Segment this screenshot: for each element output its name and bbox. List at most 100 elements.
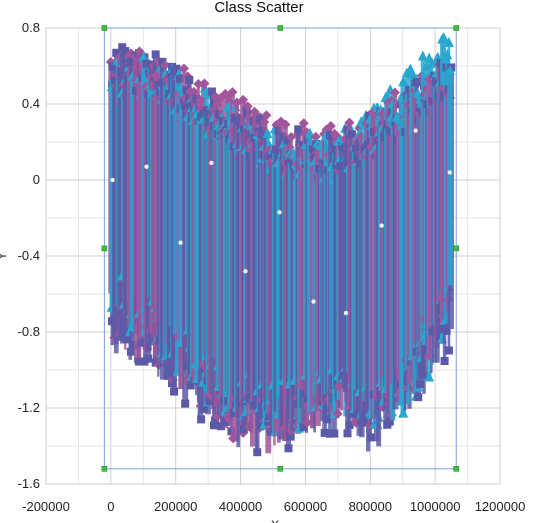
data-point-marker [310, 131, 321, 142]
data-point-marker [278, 132, 287, 141]
data-point-marker [294, 125, 303, 134]
data-point-marker [158, 57, 167, 66]
y-tick-label: 0 [33, 172, 40, 187]
data-point-marker [298, 118, 309, 129]
data-point-marker [134, 357, 143, 366]
data-point-marker [331, 144, 340, 153]
data-point-marker [389, 87, 400, 98]
y-tick-label: 0.4 [22, 96, 40, 111]
data-series [105, 32, 456, 457]
data-point-marker [347, 130, 356, 139]
data-point-marker [192, 94, 201, 103]
data-point-marker [325, 121, 336, 132]
x-tick-label: 600000 [284, 499, 327, 514]
y-tick-label: -1.2 [18, 400, 40, 415]
series-streak [213, 96, 218, 407]
data-point-marker [416, 380, 425, 389]
series-streak [298, 145, 304, 385]
series-streak [427, 78, 433, 357]
series-streak [275, 162, 281, 414]
x-tick-label: 400000 [219, 499, 262, 514]
data-point-marker [229, 408, 238, 417]
data-point-marker [284, 444, 293, 453]
resize-handle[interactable] [277, 465, 284, 472]
data-point-marker [344, 117, 355, 128]
data-point-marker [160, 60, 171, 71]
selection-box[interactable] [101, 25, 460, 472]
resize-handle[interactable] [101, 465, 108, 472]
x-tick-label: 800000 [349, 499, 392, 514]
data-point-marker [151, 358, 160, 367]
data-point-marker [178, 63, 189, 74]
resize-handle[interactable] [101, 245, 108, 252]
data-point-marker [227, 87, 238, 98]
data-point-marker [188, 86, 199, 97]
x-tick-label: 200000 [154, 499, 197, 514]
data-point-marker [170, 387, 179, 396]
x-axis-title: X [271, 518, 279, 523]
series-streak [129, 75, 136, 327]
data-point-marker [216, 422, 225, 431]
series-streak [246, 156, 253, 399]
resize-handle[interactable] [277, 25, 284, 31]
resize-handle[interactable] [101, 25, 108, 31]
data-point-marker [280, 119, 291, 130]
data-point-marker [398, 407, 409, 418]
data-point-marker [440, 356, 449, 365]
data-point-marker [417, 50, 428, 61]
series-streak [252, 137, 257, 406]
chart-title: Class Scatter [214, 0, 303, 16]
data-point-marker [165, 366, 174, 375]
data-point-marker [420, 370, 429, 379]
series-streak [362, 122, 366, 402]
data-point-marker [199, 404, 208, 413]
data-point-marker [163, 371, 172, 380]
series-streak [178, 86, 184, 343]
data-point-marker [274, 126, 283, 135]
data-point-marker [320, 428, 329, 437]
highlight-point [311, 299, 316, 304]
data-point-marker [112, 48, 121, 57]
data-point-marker [345, 421, 354, 430]
data-point-marker [144, 354, 153, 363]
data-point-marker [242, 101, 253, 112]
series-streak [406, 104, 411, 385]
resize-handle[interactable] [453, 25, 460, 31]
data-point-marker [343, 429, 352, 438]
resize-handle[interactable] [453, 245, 460, 252]
series-streak [329, 166, 334, 369]
data-point-marker [211, 416, 220, 425]
highlight-point [343, 310, 349, 316]
data-point-marker [181, 399, 190, 408]
series-streak [134, 90, 138, 324]
data-point-marker [361, 418, 370, 427]
data-point-marker [253, 448, 262, 457]
data-point-marker [245, 394, 254, 403]
data-point-marker [447, 63, 456, 72]
highlight-point [144, 164, 149, 169]
data-point-marker [121, 47, 130, 56]
y-tick-labels: 0.8 0.4 0 -0.4 -0.8 -1.2 -1.6 [18, 20, 40, 491]
data-point-marker [154, 81, 163, 90]
y-tick-label: -0.8 [18, 324, 40, 339]
highlight-point [209, 160, 214, 166]
data-point-marker [261, 110, 272, 121]
data-point-marker [444, 64, 455, 75]
data-point-marker [151, 50, 160, 59]
data-point-marker [132, 86, 141, 95]
highlight-point [413, 128, 418, 133]
series-streak [191, 91, 197, 382]
data-point-marker [138, 338, 147, 347]
data-point-marker [123, 335, 132, 344]
x-tick-labels: -200000 0 200000 400000 600000 800000 1000000 1… [22, 499, 525, 514]
x-tick-label: 1200000 [475, 499, 526, 514]
series-streak [447, 69, 453, 286]
x-tick-label: -200000 [22, 499, 70, 514]
data-point-marker [138, 51, 149, 62]
resize-handle[interactable] [453, 465, 460, 472]
y-axis-title: Y [0, 252, 9, 260]
data-point-marker [286, 131, 297, 142]
data-point-marker [175, 74, 184, 83]
